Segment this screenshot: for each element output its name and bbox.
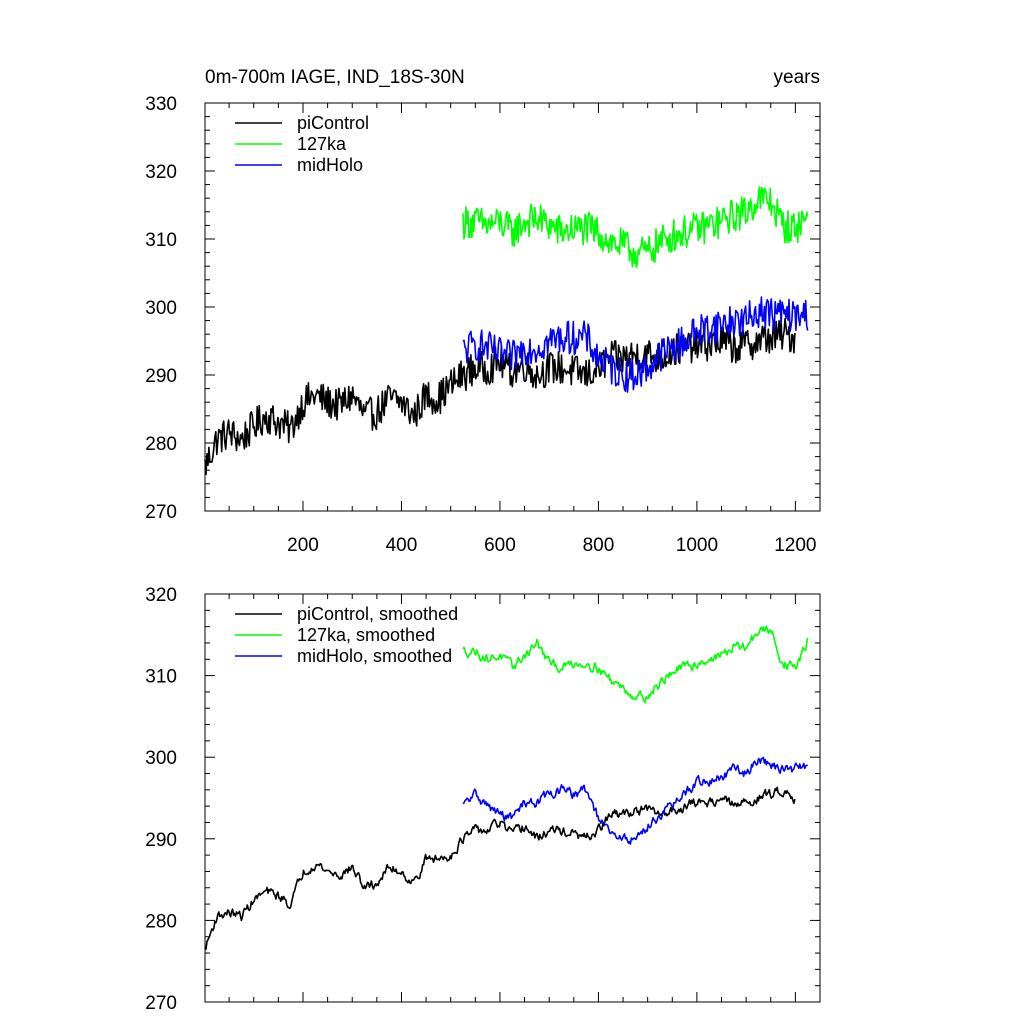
bottom-plot-frame [204,593,821,1003]
x-tick-label: 800 [583,535,615,556]
y-tick-label: 270 [145,502,177,523]
bottom-panel: 270 280 290 300 310 320 piControl, smoothed12… [145,585,821,1014]
y-tick-label: 330 [145,94,177,115]
y-tick-label: 290 [145,830,177,851]
y-tick-label: 280 [145,434,177,455]
x-tick-label: 200 [287,535,319,556]
series-line-picontrol [204,318,796,476]
series-line-midholo [462,296,809,393]
legend-label: 127ka [297,134,347,154]
series-line-midholo [462,756,809,845]
y-tick-label: 300 [145,748,177,769]
top-series-lines [204,186,809,476]
y-tick-label: 320 [145,162,177,183]
y-tick-label: 280 [145,911,177,932]
y-tick-label: 270 [145,993,177,1014]
bottom-series-lines [204,625,809,950]
top-chart-units: years [774,67,820,88]
y-tick-label: 310 [145,667,177,688]
y-tick-label: 290 [145,366,177,387]
legend-label: piControl [297,113,369,133]
y-tick-label: 310 [145,230,177,251]
x-tick-label: 600 [484,535,516,556]
legend-label: midHolo [297,155,363,175]
y-tick-label: 300 [145,298,177,319]
top-chart-title: 0m-700m IAGE, IND_18S-30N [205,67,465,88]
x-tick-label: 1200 [774,535,816,556]
x-tick-label: 1000 [676,535,718,556]
y-tick-label: 320 [145,585,177,606]
legend-label: midHolo, smoothed [297,646,452,666]
x-tick-label: 400 [386,535,418,556]
legend-label: piControl, smoothed [297,604,458,624]
series-line-picontrol [204,786,796,950]
bottom-axis-ticks: 270 280 290 300 310 320 [145,585,820,1014]
top-panel: 0m-700m IAGE, IND_18S-30N years 200 400 60… [145,67,821,556]
legend-label: 127ka, smoothed [297,625,435,645]
series-line-127ka [462,625,809,704]
series-line-127ka [462,186,809,269]
top-axis-ticks: 200 400 600 800 1000 1200 270 280 290 300 310 320 33… [145,94,820,556]
